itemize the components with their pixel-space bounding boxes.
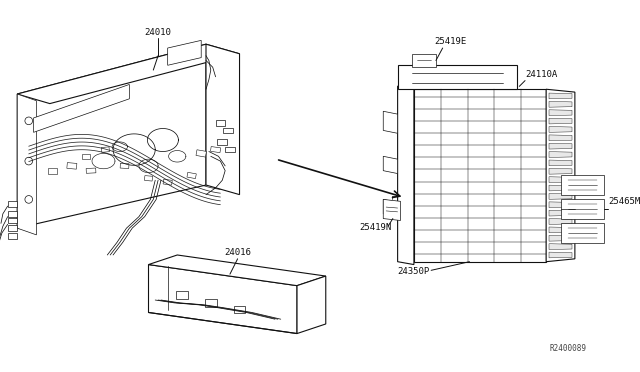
Polygon shape [383, 199, 397, 217]
Polygon shape [549, 227, 572, 233]
Polygon shape [33, 84, 129, 132]
Text: R2400089: R2400089 [549, 344, 586, 353]
Polygon shape [223, 128, 233, 133]
Polygon shape [549, 193, 572, 199]
Polygon shape [17, 94, 36, 235]
Polygon shape [549, 210, 572, 216]
Polygon shape [120, 163, 129, 169]
Polygon shape [83, 154, 90, 159]
Polygon shape [549, 152, 572, 157]
Polygon shape [176, 291, 188, 299]
Polygon shape [414, 89, 546, 262]
Polygon shape [561, 223, 604, 243]
Polygon shape [8, 233, 17, 239]
Polygon shape [297, 276, 326, 334]
Polygon shape [549, 135, 572, 141]
Polygon shape [549, 118, 572, 124]
Polygon shape [225, 147, 235, 153]
Polygon shape [8, 201, 17, 207]
Polygon shape [549, 126, 572, 132]
Polygon shape [549, 169, 572, 174]
Polygon shape [549, 110, 572, 116]
Polygon shape [187, 172, 196, 179]
Polygon shape [561, 199, 604, 219]
Polygon shape [383, 156, 397, 174]
Text: 25419E: 25419E [434, 37, 467, 46]
Polygon shape [549, 160, 572, 166]
Text: 24016: 24016 [224, 248, 251, 257]
Polygon shape [101, 147, 109, 152]
Polygon shape [549, 244, 572, 250]
Text: 25465M: 25465M [609, 197, 640, 206]
Polygon shape [17, 44, 206, 228]
Polygon shape [549, 252, 572, 258]
Polygon shape [67, 163, 77, 169]
Polygon shape [549, 235, 572, 241]
Polygon shape [205, 299, 216, 307]
Polygon shape [216, 120, 225, 126]
Polygon shape [48, 168, 58, 174]
Polygon shape [383, 111, 397, 133]
Polygon shape [546, 89, 575, 262]
Polygon shape [397, 65, 517, 89]
Polygon shape [412, 54, 436, 67]
Polygon shape [549, 177, 572, 183]
Polygon shape [549, 143, 572, 149]
Polygon shape [218, 139, 227, 145]
Polygon shape [17, 44, 239, 103]
Polygon shape [168, 41, 201, 65]
Polygon shape [8, 218, 17, 223]
Polygon shape [148, 264, 297, 334]
Polygon shape [196, 150, 207, 157]
Polygon shape [163, 179, 172, 185]
Polygon shape [549, 219, 572, 224]
Text: 24110A: 24110A [525, 70, 557, 79]
Polygon shape [206, 44, 239, 195]
Text: 24010: 24010 [145, 28, 172, 36]
Polygon shape [383, 199, 401, 221]
Text: 25419N: 25419N [360, 223, 392, 232]
Polygon shape [234, 306, 245, 314]
Polygon shape [549, 185, 572, 191]
Polygon shape [148, 255, 326, 286]
Polygon shape [211, 147, 221, 153]
Polygon shape [86, 168, 96, 173]
Polygon shape [397, 80, 429, 89]
Text: 24350P: 24350P [398, 267, 430, 276]
Polygon shape [549, 93, 572, 99]
Polygon shape [145, 176, 152, 181]
Polygon shape [397, 86, 414, 264]
Polygon shape [8, 211, 17, 217]
Polygon shape [561, 176, 604, 195]
Polygon shape [549, 102, 572, 107]
Polygon shape [8, 225, 17, 231]
Polygon shape [549, 202, 572, 208]
